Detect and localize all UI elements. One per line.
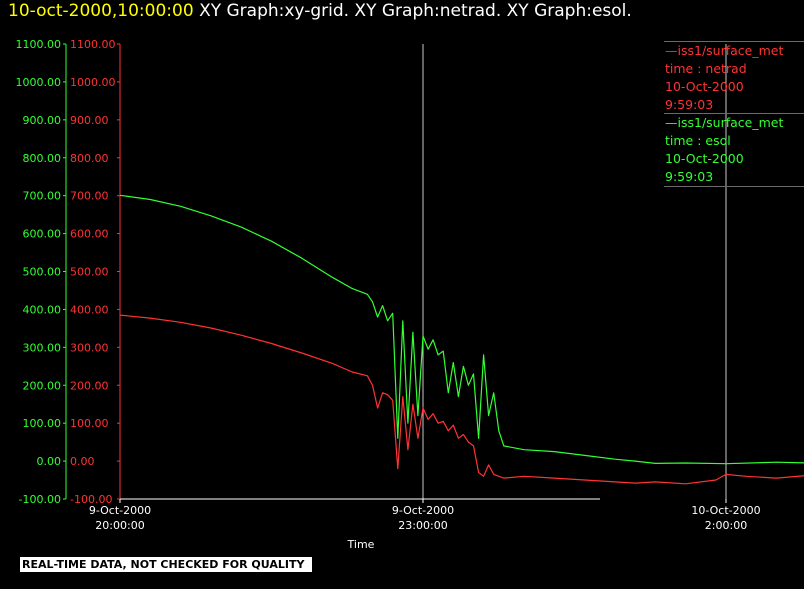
y-tick-label-netrad: -100.00 (70, 493, 112, 506)
legend-entry-netrad: —iss1/surface_met time : netrad 10-Oct-2… (664, 41, 804, 114)
y-tick-label-netrad: 500.00 (70, 266, 109, 279)
y-tick-label-esol: 1000.00 (16, 76, 62, 89)
y-tick-label-esol: 200.00 (23, 379, 62, 392)
y-tick-label-netrad: 1000.00 (70, 76, 116, 89)
y-tick-label-netrad: 100.00 (70, 417, 109, 430)
y-tick-label-esol: 100.00 (23, 417, 62, 430)
y-tick-label-esol: 800.00 (23, 152, 62, 165)
y-tick-label-netrad: 400.00 (70, 303, 109, 316)
legend-time: 9:59:03 (665, 169, 714, 184)
legend-date: 10-Oct-2000 (665, 79, 744, 94)
y-tick-label-esol: 300.00 (23, 341, 62, 354)
quality-disclaimer: REAL-TIME DATA, NOT CHECKED FOR QUALITY (20, 557, 313, 572)
title-timestamp: 10-oct-2000,10:00:00 (8, 1, 194, 21)
y-tick-label-netrad: 200.00 (70, 379, 109, 392)
y-tick-label-esol: 0.00 (37, 455, 62, 468)
y-tick-label-netrad: 700.00 (70, 190, 109, 203)
y-tick-label-netrad: 800.00 (70, 152, 109, 165)
legend-divider (664, 186, 804, 187)
y-tick-label-netrad: 300.00 (70, 341, 109, 354)
x-tick-label-time: 2:00:00 (705, 519, 747, 532)
y-tick-label-netrad: 1100.00 (70, 38, 116, 51)
series-line-netrad (119, 314, 804, 485)
y-tick-label-esol: 500.00 (23, 266, 62, 279)
x-tick-label-time: 20:00:00 (95, 519, 144, 532)
x-tick-label-time: 23:00:00 (398, 519, 447, 532)
x-tick-label-date: 9-Oct-2000 (89, 504, 151, 517)
x-tick-label-date: 10-Oct-2000 (691, 504, 760, 517)
x-axis-label: Time (347, 538, 375, 551)
legend-time: 9:59:03 (665, 97, 714, 112)
chart-title: 10-oct-2000,10:00:00 XY Graph:xy-grid. X… (8, 1, 632, 21)
y-tick-label-esol: -100.00 (19, 493, 61, 506)
y-tick-label-netrad: 0.00 (70, 455, 95, 468)
title-graph-list: XY Graph:xy-grid. XY Graph:netrad. XY Gr… (199, 1, 632, 21)
legend-variable: time : netrad (665, 61, 747, 76)
legend-series-name: —iss1/surface_met (665, 115, 784, 130)
y-tick-label-netrad: 900.00 (70, 114, 109, 127)
legend-variable: time : esol (665, 133, 731, 148)
x-tick-label-date: 9-Oct-2000 (392, 504, 454, 517)
y-tick-label-esol: 400.00 (23, 303, 62, 316)
y-tick-label-esol: 600.00 (23, 228, 62, 241)
y-tick-label-esol: 900.00 (23, 114, 62, 127)
legend-series-name: —iss1/surface_met (665, 43, 784, 58)
legend-entry-esol: —iss1/surface_met time : esol 10-Oct-200… (664, 113, 804, 186)
y-tick-label-esol: 700.00 (23, 190, 62, 203)
series-line-esol (119, 194, 804, 465)
legend-date: 10-Oct-2000 (665, 151, 744, 166)
y-tick-label-netrad: 600.00 (70, 228, 109, 241)
y-tick-label-esol: 1100.00 (16, 38, 62, 51)
